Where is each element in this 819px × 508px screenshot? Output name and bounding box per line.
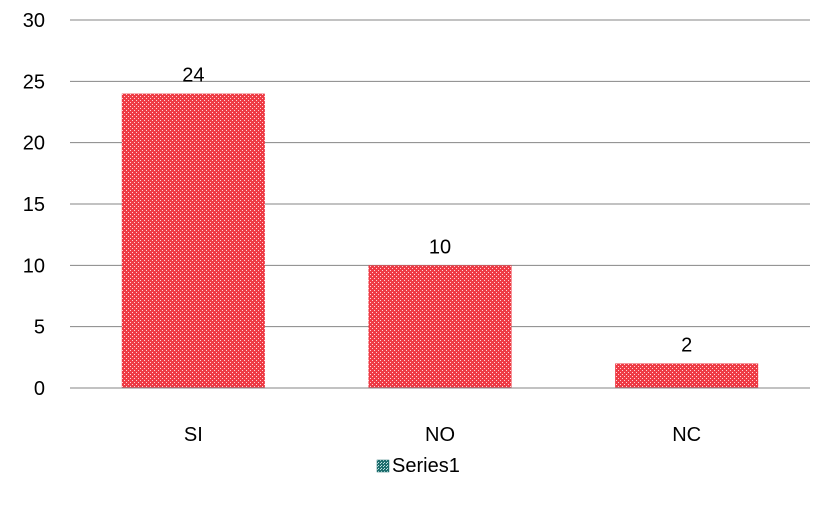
y-axis-ticks: 0 5 10 15 20 25 30 [23,10,45,400]
bars [121,93,759,388]
legend-marker [376,459,390,473]
legend-label-series1: Series1 [392,455,460,477]
x-axis-labels: SI NO NC [184,424,701,446]
category-label-no: NO [425,424,455,446]
data-label-no: 10 [429,236,451,258]
y-tick-label: 25 [23,71,45,93]
y-tick-label: 20 [23,133,45,155]
y-tick-label: 0 [34,378,45,400]
category-label-si: SI [184,424,203,446]
bar-si [121,93,265,388]
data-label-si: 24 [182,65,204,87]
y-tick-label: 15 [23,194,45,216]
data-labels: 24 10 2 [182,65,692,357]
legend: Series1 [376,455,460,477]
bar-nc [615,363,759,388]
y-tick-label: 10 [23,255,45,277]
y-tick-label: 30 [23,10,45,32]
y-tick-label: 5 [34,317,45,339]
data-label-nc: 2 [681,334,692,356]
category-label-nc: NC [672,424,701,446]
bar-no [368,265,512,388]
